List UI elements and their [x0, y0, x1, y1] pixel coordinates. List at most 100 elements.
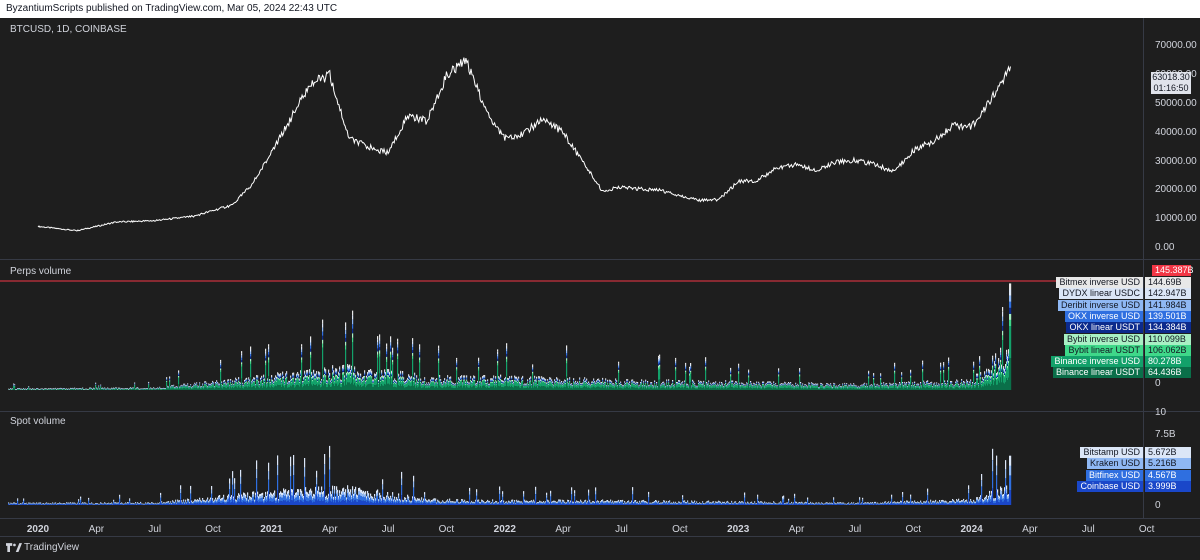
perps-volume-bar — [138, 389, 140, 390]
perps-volume-bar — [302, 382, 304, 383]
perps-volume-bar — [175, 389, 177, 390]
perps-volume-bar — [449, 377, 451, 378]
perps-volume-bar — [297, 378, 299, 380]
perps-volume-bar — [331, 386, 333, 390]
perps-volume-bar — [230, 380, 232, 381]
perps-volume-bar — [212, 387, 214, 390]
perps-volume-bar — [517, 380, 519, 382]
perps-volume-bar — [353, 373, 355, 375]
perps-volume-bar — [263, 380, 265, 381]
perps-volume-bar — [227, 380, 229, 381]
perps-volume-bar — [293, 374, 295, 376]
perps-volume-bar — [329, 375, 331, 376]
perps-volume-bar — [308, 380, 310, 381]
perps-volume-bar — [342, 370, 344, 373]
perps-volume-bar — [396, 381, 398, 382]
perps-volume-bar — [329, 384, 331, 390]
perps-volume-bar — [340, 380, 342, 382]
perps-volume-bar — [481, 387, 483, 390]
perps-volume-bar — [504, 378, 506, 380]
perps-volume-bar — [256, 381, 258, 386]
perps-volume-bar — [296, 380, 298, 386]
perps-volume-bar — [364, 374, 366, 376]
perps-volume-bar — [325, 376, 327, 378]
perps-volume-bar — [256, 378, 258, 380]
chart-area[interactable]: BTCUSD, 1D, COINBASE Perps volume Spot v… — [0, 18, 1200, 536]
perps-volume-bar — [518, 381, 520, 386]
perps-volume-bar — [352, 342, 354, 367]
perps-volume-bar — [464, 375, 466, 377]
perps-volume-bar — [333, 375, 335, 377]
perps-volume-bar — [232, 384, 234, 388]
perps-volume-bar — [382, 381, 384, 386]
perps-volume-bar — [449, 386, 451, 390]
perps-volume-bar — [250, 346, 252, 349]
perps-volume-bar — [357, 377, 359, 379]
perps-volume-bar — [413, 380, 415, 381]
perps-volume-bar — [521, 381, 523, 382]
perps-volume-bar — [559, 386, 561, 390]
perps-volume-bar — [483, 375, 485, 376]
perps-volume-bar — [539, 376, 541, 378]
perps-volume-bar — [264, 379, 266, 381]
perps-volume-bar — [234, 383, 236, 385]
perps-volume-bar — [300, 384, 302, 390]
perps-volume-bar — [553, 388, 555, 390]
perps-volume-bar — [199, 387, 201, 390]
perps-volume-bar — [410, 381, 412, 383]
perps-volume-bar — [125, 389, 127, 390]
perps-volume-bar — [314, 377, 316, 379]
perps-volume-bar — [504, 386, 506, 390]
perps-volume-bar — [484, 377, 486, 379]
perps-volume-bar — [310, 357, 312, 374]
perps-volume-bar — [178, 373, 180, 375]
perps-volume-bar — [498, 380, 500, 381]
perps-volume-bar — [497, 356, 499, 359]
perps-volume-bar — [349, 382, 351, 390]
perps-volume-bar — [538, 376, 540, 377]
perps-volume-bar — [310, 345, 312, 349]
perps-volume-bar — [260, 382, 262, 387]
perps-volume-bar — [358, 376, 360, 378]
perps-volume-bar — [418, 380, 420, 381]
perps-volume-bar — [413, 381, 415, 383]
perps-volume-bar — [361, 383, 363, 384]
perps-volume-bar — [136, 389, 138, 390]
perps-volume-bar — [544, 380, 546, 381]
perps-volume-bar — [386, 359, 388, 363]
perps-volume-bar — [404, 383, 406, 385]
perps-volume-bar — [254, 377, 256, 379]
perps-volume-bar — [331, 381, 333, 383]
perps-volume-bar — [264, 381, 266, 382]
perps-volume-bar — [535, 380, 537, 382]
perps-volume-bar — [539, 378, 541, 379]
perps-volume-bar — [286, 377, 288, 379]
perps-volume-bar — [335, 372, 337, 374]
perps-volume-bar — [322, 343, 324, 348]
perps-volume-bar — [227, 381, 229, 382]
perps-volume-bar — [271, 376, 273, 378]
perps-volume-bar — [115, 389, 117, 390]
perps-volume-bar — [252, 381, 254, 382]
perps-volume-bar — [297, 376, 299, 378]
perps-volume-bar — [538, 377, 540, 379]
perps-volume-bar — [511, 377, 513, 379]
chart-canvas[interactable] — [0, 18, 1200, 536]
perps-volume-bar — [535, 383, 537, 384]
perps-volume-bar — [178, 372, 180, 374]
perps-volume-bar — [179, 388, 181, 389]
perps-volume-bar — [522, 380, 524, 382]
perps-volume-bar — [505, 379, 507, 380]
perps-volume-bar — [366, 378, 368, 379]
perps-volume-bar — [474, 385, 476, 390]
perps-volume-bar — [545, 382, 547, 384]
perps-volume-bar — [313, 374, 315, 376]
perps-volume-bar — [204, 384, 206, 388]
perps-volume-bar — [302, 382, 304, 384]
perps-volume-bar — [556, 381, 558, 383]
perps-volume-bar — [236, 379, 238, 381]
perps-volume-bar — [403, 378, 405, 380]
perps-volume-bar — [550, 379, 552, 381]
perps-volume-bar — [539, 379, 541, 381]
perps-volume-bar — [409, 380, 411, 382]
